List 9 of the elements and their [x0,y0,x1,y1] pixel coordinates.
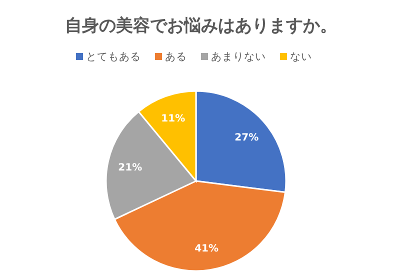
title: 自身の美容でお悩みはありますか。 [65,16,337,36]
data-label: 27% [234,132,259,144]
data-label: 21% [118,162,142,174]
data-label: 41% [194,244,219,255]
legend-label: あまりない [211,51,266,63]
legend-label: ない [290,51,312,63]
legend-label: とてもある [86,51,141,63]
legend-label: ある [165,51,187,63]
data-label: 11% [161,113,186,124]
